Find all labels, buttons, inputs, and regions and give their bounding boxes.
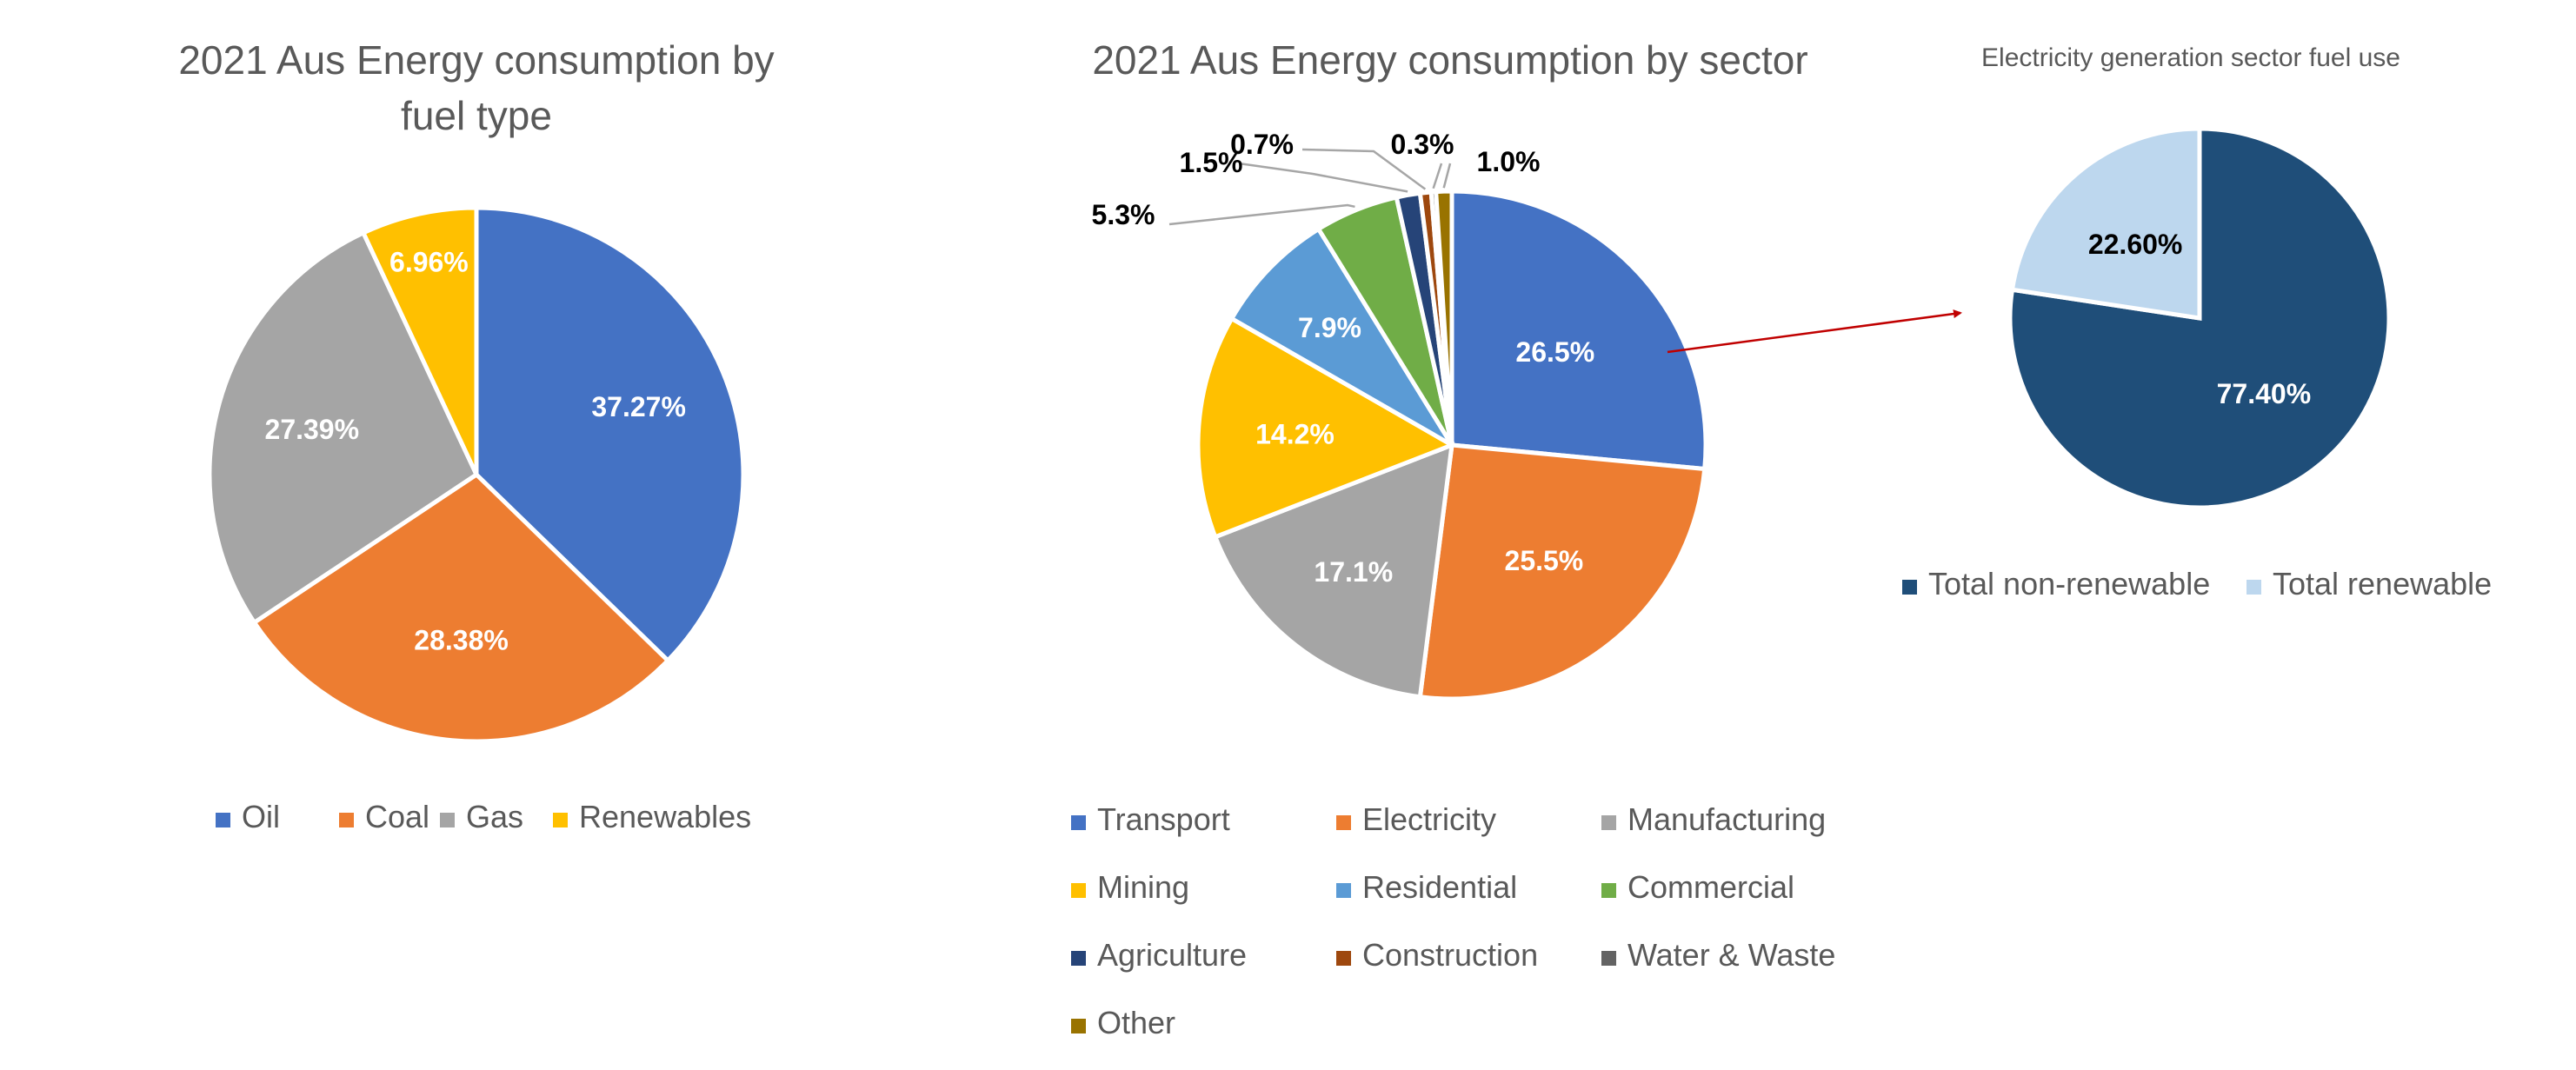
pie-slice-coal: [251, 471, 671, 744]
electricity-pie: 77.40% 22.60%: [2007, 126, 2392, 510]
legend-label-total-non-renewable: Total non-renewable: [1928, 566, 2210, 601]
legend-label-construction: Construction: [1362, 937, 1538, 973]
legend-swatch-gas: [440, 813, 455, 827]
data-label-total-non-renewable: 77.40%: [2217, 378, 2312, 409]
data-label-gas: 27.39%: [265, 414, 360, 445]
pie-slice-gas: [207, 229, 480, 626]
pie-slice-mining: [1195, 316, 1457, 541]
data-label-coal: 28.38%: [414, 625, 509, 656]
fuel-chart-title: 2021 Aus Energy consumption by fuel type: [178, 37, 774, 138]
data-label-construction: 0.7%: [1230, 129, 1294, 160]
pie-slice-residential: [1228, 226, 1454, 448]
data-label-residential: 7.9%: [1298, 312, 1361, 343]
pie-slice-transport: [1449, 189, 1708, 472]
electricity-chart: Electricity generation sector fuel use 7…: [1902, 43, 2492, 601]
legend-label-electricity: Electricity: [1362, 801, 1496, 837]
legend-swatch-agriculture: [1071, 951, 1086, 966]
data-label-commercial: 5.3%: [1092, 199, 1155, 230]
pie-slice-electricity: [1417, 442, 1707, 701]
legend-label-water-and-waste: Water & Waste: [1627, 937, 1835, 973]
legend-label-manufacturing: Manufacturing: [1627, 801, 1826, 837]
legend-label-gas: Gas: [466, 799, 523, 834]
data-label-transport: 26.5%: [1515, 336, 1594, 368]
pie-slice-other: [1434, 189, 1454, 446]
data-label-manufacturing: 17.1%: [1314, 556, 1393, 588]
legend-swatch-coal: [339, 813, 354, 827]
data-label-total-renewable: 22.60%: [2088, 229, 2183, 260]
pie-slice-oil: [474, 205, 746, 664]
legend-label-residential: Residential: [1362, 869, 1517, 905]
pie-slice-total-renewable: [2009, 126, 2202, 321]
legend-swatch-electricity: [1336, 815, 1351, 830]
sector-chart-title: 2021 Aus Energy consumption by sector: [1092, 37, 1807, 83]
legend-label-mining: Mining: [1097, 869, 1189, 905]
legend-swatch-residential: [1336, 883, 1351, 898]
data-label-oil: 37.27%: [591, 391, 686, 422]
legend-swatch-total-non-renewable: [1902, 580, 1917, 595]
legend-label-total-renewable: Total renewable: [2273, 566, 2492, 601]
data-label-other: 1.0%: [1477, 146, 1541, 177]
data-label-electricity: 25.5%: [1505, 545, 1584, 576]
legend-swatch-mining: [1071, 883, 1086, 898]
legend-label-other: Other: [1097, 1005, 1175, 1040]
data-label-water-and-waste: 0.3%: [1391, 129, 1454, 160]
legend-label-oil: Oil: [242, 799, 280, 834]
callout-arrow: [1667, 309, 1962, 354]
legend-swatch-water-and-waste: [1601, 951, 1616, 966]
fuel-pie: 37.27% 28.38% 27.39% 6.96%: [207, 205, 746, 744]
data-label-mining: 14.2%: [1255, 418, 1335, 449]
pie-slice-manufacturing: [1212, 442, 1455, 700]
leader-line-agriculture: [1238, 162, 1408, 193]
leader-line-commercial: [1168, 203, 1355, 226]
legend-label-agriculture: Agriculture: [1097, 937, 1247, 973]
legend-label-renewables: Renewables: [579, 799, 751, 834]
leader-line-construction: [1301, 148, 1427, 190]
legend-swatch-manufacturing: [1601, 815, 1616, 830]
legend-label-commercial: Commercial: [1627, 869, 1794, 905]
sector-pie: 26.5% 25.5% 17.1% 14.2% 7.9% 5.3% 1.5%0.7% 0.3%…: [1092, 129, 1708, 701]
data-label-agriculture: 1.5%: [1180, 147, 1243, 178]
legend-label-coal: Coal: [365, 799, 429, 834]
leader-line-other: [1442, 163, 1452, 189]
legend-label-transport: Transport: [1097, 801, 1230, 837]
legend-swatch-commercial: [1601, 883, 1616, 898]
legend-swatch-total-renewable: [2247, 580, 2261, 595]
fuel-type-chart: 2021 Aus Energy consumption by fuel type …: [178, 37, 774, 834]
electricity-legend: Total non-renewable Total renewable: [1902, 566, 2492, 601]
legend-swatch-construction: [1336, 951, 1351, 966]
sector-chart: 2021 Aus Energy consumption by sector 26…: [1071, 37, 1835, 1040]
legend-swatch-other: [1071, 1019, 1086, 1033]
legend-swatch-oil: [216, 813, 230, 827]
pie-slice-renewables: [360, 205, 479, 476]
leader-line-water-and-waste: [1432, 163, 1443, 189]
legend-swatch-renewables: [553, 813, 568, 827]
fuel-legend: Oil Coal Gas Renewables: [216, 799, 751, 834]
sector-legend: Transport Electricity Manufacturing Mining R…: [1071, 801, 1835, 1040]
electricity-chart-title: Electricity generation sector fuel use: [1981, 43, 2400, 72]
legend-swatch-transport: [1071, 815, 1086, 830]
data-label-renewables: 6.96%: [389, 246, 469, 277]
